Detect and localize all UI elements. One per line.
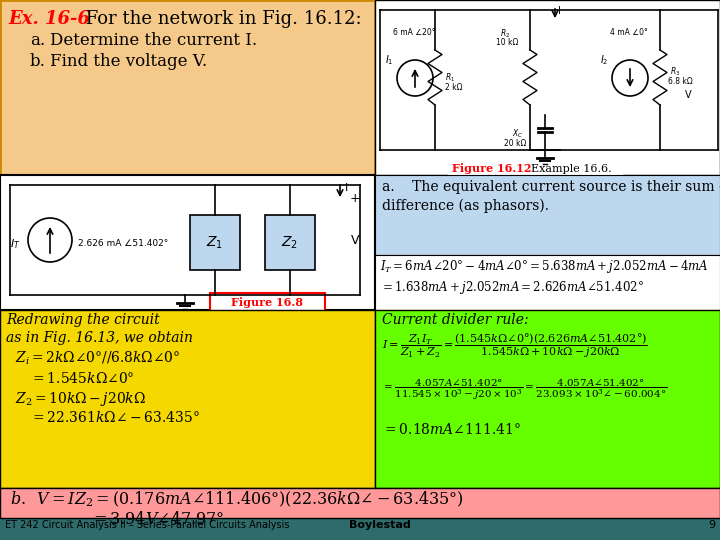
Text: b.: b.	[30, 53, 46, 70]
Text: $b. \;\; V = IZ_2 = (0.176mA\angle111.406°)(22.36k\Omega\angle -63.435°)$: $b. \;\; V = IZ_2 = (0.176mA\angle111.40…	[10, 490, 464, 509]
Bar	[0, 0, 375, 175]
Bar	[375, 175, 720, 255]
Text: Ex. 16-6: Ex. 16-6	[8, 10, 90, 28]
Text: $= \dfrac{4.057A\angle51.402°}{11.545 \times 10^3 - j20 \times 10^3} = \dfrac{4.: $= \dfrac{4.057A\angle51.402°}{11.545 \t…	[382, 377, 667, 402]
Text: $Z_i = 2k\Omega\angle0°//6.8k\Omega\angle0°$: $Z_i = 2k\Omega\angle0°//6.8k\Omega\angl…	[15, 350, 181, 367]
Text: Redrawing the circuit: Redrawing the circuit	[6, 313, 160, 327]
Bar	[210, 293, 325, 311]
Text: Example 16.6.: Example 16.6.	[524, 164, 611, 174]
Bar	[190, 215, 240, 270]
Bar	[375, 255, 720, 310]
Bar	[0, 310, 375, 488]
Text: $I_T = 6mA\angle20° - 4mA\angle0° = 5.638mA + j2.052mA - 4mA$: $I_T = 6mA\angle20° - 4mA\angle0° = 5.63…	[380, 258, 708, 275]
Text: Current divider rule:: Current divider rule:	[382, 313, 528, 327]
Text: $= 1.638mA + j2.052mA = 2.626mA\angle51.402°$: $= 1.638mA + j2.052mA = 2.626mA\angle51.…	[380, 279, 644, 296]
Text: I: I	[558, 6, 561, 16]
Text: +: +	[350, 192, 361, 205]
Text: 2.626 mA ∠51.402°: 2.626 mA ∠51.402°	[78, 240, 168, 248]
Text: $I_1$: $I_1$	[384, 53, 393, 67]
Bar	[0, 488, 720, 518]
Text: $= 22.361k\Omega\angle -63.435°$: $= 22.361k\Omega\angle -63.435°$	[30, 410, 200, 425]
Text: $Z_2 = 10k\Omega - j20k\Omega$: $Z_2 = 10k\Omega - j20k\Omega$	[15, 390, 146, 408]
Text: 9: 9	[708, 520, 715, 530]
Bar	[265, 215, 315, 270]
Text: 6.8 kΩ: 6.8 kΩ	[668, 78, 693, 86]
Bar	[375, 310, 720, 488]
Text: $R_2$: $R_2$	[500, 28, 510, 40]
Text: $I_2$: $I_2$	[600, 53, 608, 67]
Text: $= 3.94V\angle47.97°$: $= 3.94V\angle47.97°$	[90, 510, 225, 527]
Text: Determine the current I.: Determine the current I.	[50, 32, 257, 49]
Text: 10 kΩ: 10 kΩ	[496, 38, 518, 47]
Bar	[0, 175, 375, 310]
Text: as in Fig. 16.13, we obtain: as in Fig. 16.13, we obtain	[6, 331, 193, 345]
Text: $X_C$: $X_C$	[513, 128, 523, 140]
Text: Figure 16.8: Figure 16.8	[231, 296, 303, 307]
Text: $I_T$: $I_T$	[10, 237, 20, 251]
Text: Figure 16.12: Figure 16.12	[452, 164, 531, 174]
Text: 2 kΩ: 2 kΩ	[445, 84, 462, 92]
Text: V: V	[351, 233, 359, 246]
Text: $= 0.18mA\angle111.41°$: $= 0.18mA\angle111.41°$	[382, 422, 521, 437]
Text: 6 mA ∠20°: 6 mA ∠20°	[393, 28, 436, 37]
Text: Find the voltage V.: Find the voltage V.	[50, 53, 207, 70]
Text: 20 kΩ: 20 kΩ	[504, 138, 526, 147]
Text: a.    The equivalent current source is their sum or: a. The equivalent current source is thei…	[382, 180, 720, 194]
Text: $R_3$: $R_3$	[670, 66, 680, 78]
Text: $Z_2$: $Z_2$	[282, 235, 299, 251]
Text: For the network in Fig. 16.12:: For the network in Fig. 16.12:	[80, 10, 361, 28]
Bar	[375, 0, 720, 175]
Bar	[448, 161, 623, 177]
Text: $R_1$: $R_1$	[445, 72, 455, 84]
Text: Boylestad: Boylestad	[349, 520, 411, 530]
Text: difference (as phasors).: difference (as phasors).	[382, 199, 549, 213]
Text: V: V	[685, 90, 692, 100]
Text: $Z_1$: $Z_1$	[207, 235, 223, 251]
Text: $I = \dfrac{Z_1 I_T}{Z_1 + Z_2} = \dfrac{(1.545k\Omega\angle0°)(2.626mA\angle51.: $I = \dfrac{Z_1 I_T}{Z_1 + Z_2} = \dfrac…	[382, 332, 648, 361]
Text: 4 mA ∠0°: 4 mA ∠0°	[610, 28, 648, 37]
Text: a.: a.	[30, 32, 45, 49]
Text: $= 1.545k\Omega\angle0°$: $= 1.545k\Omega\angle0°$	[30, 371, 135, 386]
Text: ET 242 Circuit Analysis II – Series-Parallel Circuits Analysis: ET 242 Circuit Analysis II – Series-Para…	[5, 520, 289, 530]
Text: I: I	[345, 183, 348, 193]
